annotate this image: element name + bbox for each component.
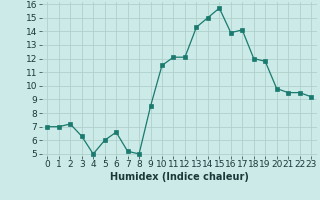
X-axis label: Humidex (Indice chaleur): Humidex (Indice chaleur) <box>110 172 249 182</box>
